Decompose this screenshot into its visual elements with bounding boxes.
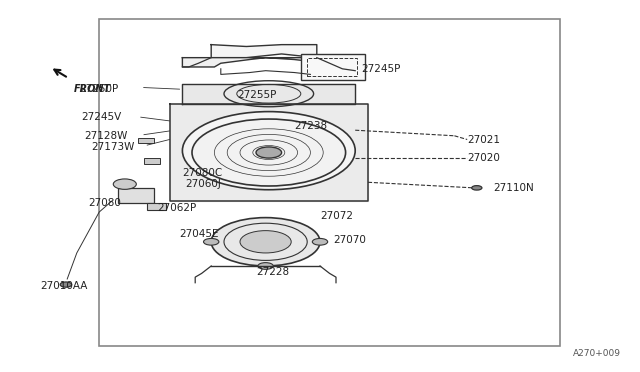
Ellipse shape xyxy=(240,231,291,253)
Text: 27080: 27080 xyxy=(89,198,122,208)
Text: A270+009: A270+009 xyxy=(573,349,621,358)
Bar xyxy=(301,54,365,80)
Ellipse shape xyxy=(258,263,273,269)
Text: 27250P: 27250P xyxy=(79,84,118,94)
Bar xyxy=(147,203,166,210)
Text: 27228: 27228 xyxy=(256,267,289,276)
Bar xyxy=(138,138,154,143)
Ellipse shape xyxy=(204,238,219,245)
Text: 27238: 27238 xyxy=(294,122,328,131)
Bar xyxy=(144,158,160,164)
Ellipse shape xyxy=(256,147,282,158)
Text: 27245V: 27245V xyxy=(81,112,122,122)
Bar xyxy=(307,58,357,76)
Ellipse shape xyxy=(211,218,320,266)
Text: 27080C: 27080C xyxy=(182,168,223,178)
Text: 27173W: 27173W xyxy=(91,142,134,152)
Text: 27245P: 27245P xyxy=(362,64,401,74)
Ellipse shape xyxy=(60,282,72,287)
Text: 27021: 27021 xyxy=(467,135,500,144)
Text: 27062P: 27062P xyxy=(157,203,196,213)
Ellipse shape xyxy=(182,112,355,190)
Text: 27045E: 27045E xyxy=(179,230,219,239)
Text: 27060J: 27060J xyxy=(186,179,221,189)
Polygon shape xyxy=(182,84,355,104)
Polygon shape xyxy=(182,58,355,71)
Bar xyxy=(118,188,154,203)
Ellipse shape xyxy=(113,179,136,189)
Text: 27010AA: 27010AA xyxy=(40,282,88,291)
Polygon shape xyxy=(170,104,368,201)
Text: 27255P: 27255P xyxy=(237,90,276,100)
Ellipse shape xyxy=(192,119,346,186)
Text: 27128W: 27128W xyxy=(84,131,128,141)
Bar xyxy=(99,19,560,346)
Text: 27072: 27072 xyxy=(320,211,353,221)
Ellipse shape xyxy=(312,238,328,245)
Text: FRONT: FRONT xyxy=(74,84,111,94)
Ellipse shape xyxy=(472,186,482,190)
Text: 27020: 27020 xyxy=(467,153,500,163)
Polygon shape xyxy=(211,45,317,58)
Text: 27070: 27070 xyxy=(333,235,365,245)
Text: 27110N: 27110N xyxy=(493,183,534,193)
